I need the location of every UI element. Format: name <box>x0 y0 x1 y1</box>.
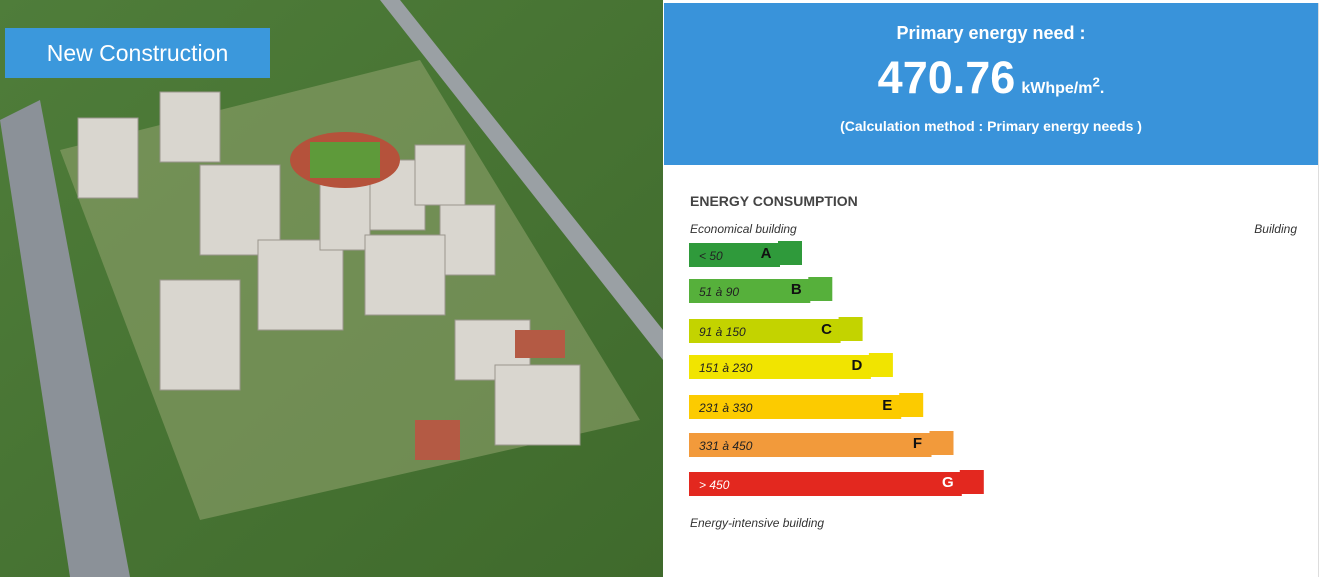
photo-tag: New Construction <box>5 28 270 78</box>
class-bar <box>689 472 962 496</box>
class-bar-tip <box>899 393 923 417</box>
class-range: 151 à 230 <box>699 361 753 375</box>
energy-panel: Primary energy need : 470.76 kWhpe/m2. (C… <box>664 3 1319 577</box>
class-range: 91 à 150 <box>699 325 746 339</box>
class-bar-tip <box>778 241 802 265</box>
class-range: > 450 <box>699 478 730 492</box>
class-letter: E <box>882 397 892 414</box>
header-note: (Calculation method : Primary energy nee… <box>664 118 1318 134</box>
class-letter: A <box>761 245 772 262</box>
class-letter: F <box>913 435 922 452</box>
scale-bars: < 50 A 51 à 90 B 91 à 150 C 151 à 230 D 231 à 33… <box>664 165 1318 565</box>
class-range: < 50 <box>699 249 723 263</box>
class-letter: G <box>942 474 954 491</box>
building-photo <box>0 0 663 577</box>
unit-sup: 2 <box>1092 75 1099 90</box>
class-bar-tip <box>808 277 832 301</box>
unit: kWhpe/m <box>1021 80 1092 97</box>
class-bar-tip <box>930 431 954 455</box>
unit-end: . <box>1100 80 1104 97</box>
header-title: Primary energy need : <box>664 3 1318 44</box>
class-bar-tip <box>960 470 984 494</box>
class-bar-tip <box>839 317 863 341</box>
value-unit: kWhpe/m2. <box>1021 80 1104 97</box>
energy-value: 470.76 kWhpe/m2. <box>664 52 1318 104</box>
page: New Construction Primary energy need : 4… <box>0 0 1323 577</box>
value-number: 470.76 <box>878 52 1016 103</box>
class-letter: D <box>851 357 862 374</box>
class-letter: B <box>791 281 802 298</box>
class-range: 51 à 90 <box>699 285 739 299</box>
class-range: 231 à 330 <box>698 401 753 415</box>
class-bar-tip <box>869 353 893 377</box>
class-range: 331 à 450 <box>699 439 753 453</box>
class-letter: C <box>821 321 832 338</box>
header: Primary energy need : 470.76 kWhpe/m2. (C… <box>664 3 1318 165</box>
